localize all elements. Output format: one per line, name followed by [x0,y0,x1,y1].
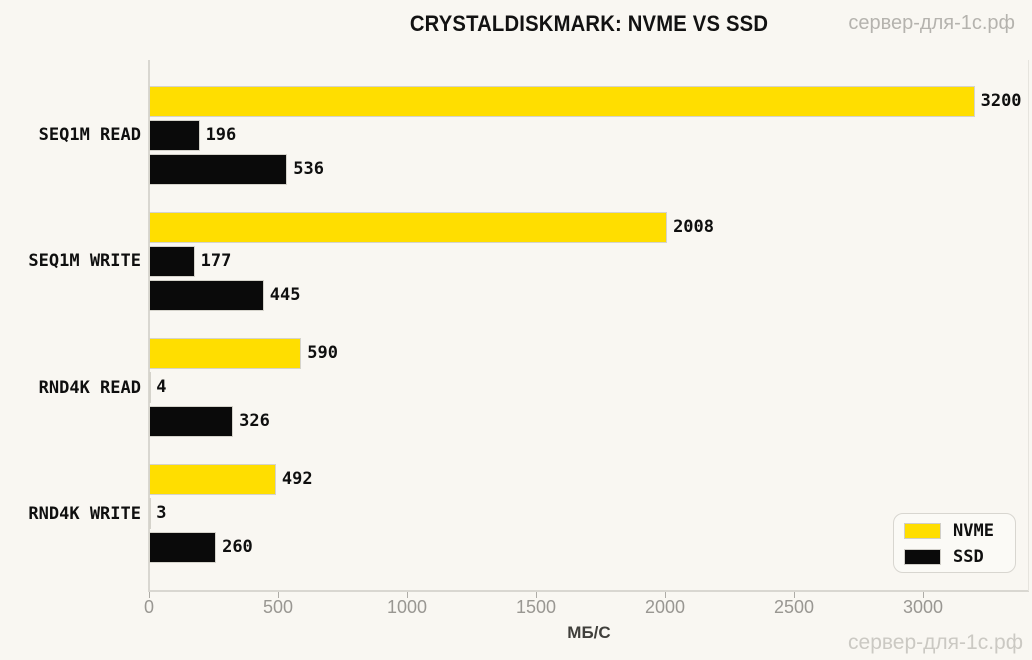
bar-nvme-seq1m-read [149,85,975,117]
bar-unlabeled-seq1m-read [149,119,200,151]
bar-value-label: 590 [307,343,338,364]
bar-value-label: 260 [222,537,253,558]
x-tick-mark [278,591,280,598]
bar-ssd-rnd4k-write [149,532,217,564]
watermark-bottom: сервер-для-1с.рф [848,631,1023,654]
right-spine [1028,60,1029,591]
watermark-top: сервер-для-1с.рф [848,12,1015,34]
bar-value-label: 3200 [980,90,1022,111]
x-tick-label: 500 [262,597,294,617]
category-label-rnd4k-write: RND4K WRITE [28,503,141,524]
x-tick-label: 2500 [773,597,815,617]
bar-value-label: 196 [205,124,237,145]
x-tick-mark [536,591,538,598]
legend-label: NVME [953,521,994,541]
bar-value-label: 536 [293,158,324,179]
x-tick-label: 0 [143,597,154,617]
legend-entry-ssd: SSD [894,546,1015,567]
bar-unlabeled-rnd4k-write [149,498,151,530]
x-axis-spine [148,590,1029,592]
y-axis-spine [148,60,150,591]
bar-nvme-seq1m-write [149,211,668,243]
x-axis-label: МБ/С [567,623,611,642]
bar-value-label: 3 [156,503,167,524]
bar-value-label: 4 [156,377,167,398]
bar-ssd-seq1m-write [149,279,264,311]
x-tick-mark [407,591,409,598]
bar-unlabeled-rnd4k-read [149,372,151,404]
bar-value-label: 2008 [673,216,715,237]
x-tick-label: 1000 [386,597,428,617]
legend-swatch-nvme [904,523,941,539]
x-tick-mark [665,591,667,598]
x-tick-mark [149,591,151,598]
x-tick-mark [794,591,796,598]
x-tick-label: 1500 [515,597,557,617]
legend-entry-nvme: NVME [894,523,1015,540]
legend-swatch-ssd [904,548,941,565]
x-tick-label: 3000 [902,597,944,617]
bar-nvme-rnd4k-read [149,338,302,370]
category-label-seq1m-write: SEQ1M WRITE [28,251,141,272]
bar-value-label: 326 [239,411,270,432]
bar-unlabeled-seq1m-write [149,245,195,277]
bar-ssd-rnd4k-read [149,406,234,438]
legend: NVME SSD [893,513,1016,573]
bar-ssd-seq1m-read [149,153,288,185]
x-tick-mark [923,591,925,598]
legend-label: SSD [953,546,984,567]
category-label-rnd4k-read: RND4K READ [38,377,141,398]
bar-value-label: 445 [269,284,301,305]
bar-nvme-rnd4k-write [149,464,276,496]
category-label-seq1m-read: SEQ1M READ [38,125,141,145]
bar-value-label: 177 [200,250,232,271]
chart-title: CRYSTALDISKMARK: NVME VS SSD [409,11,769,36]
x-tick-label: 2000 [644,597,686,617]
bar-value-label: 492 [281,469,313,490]
